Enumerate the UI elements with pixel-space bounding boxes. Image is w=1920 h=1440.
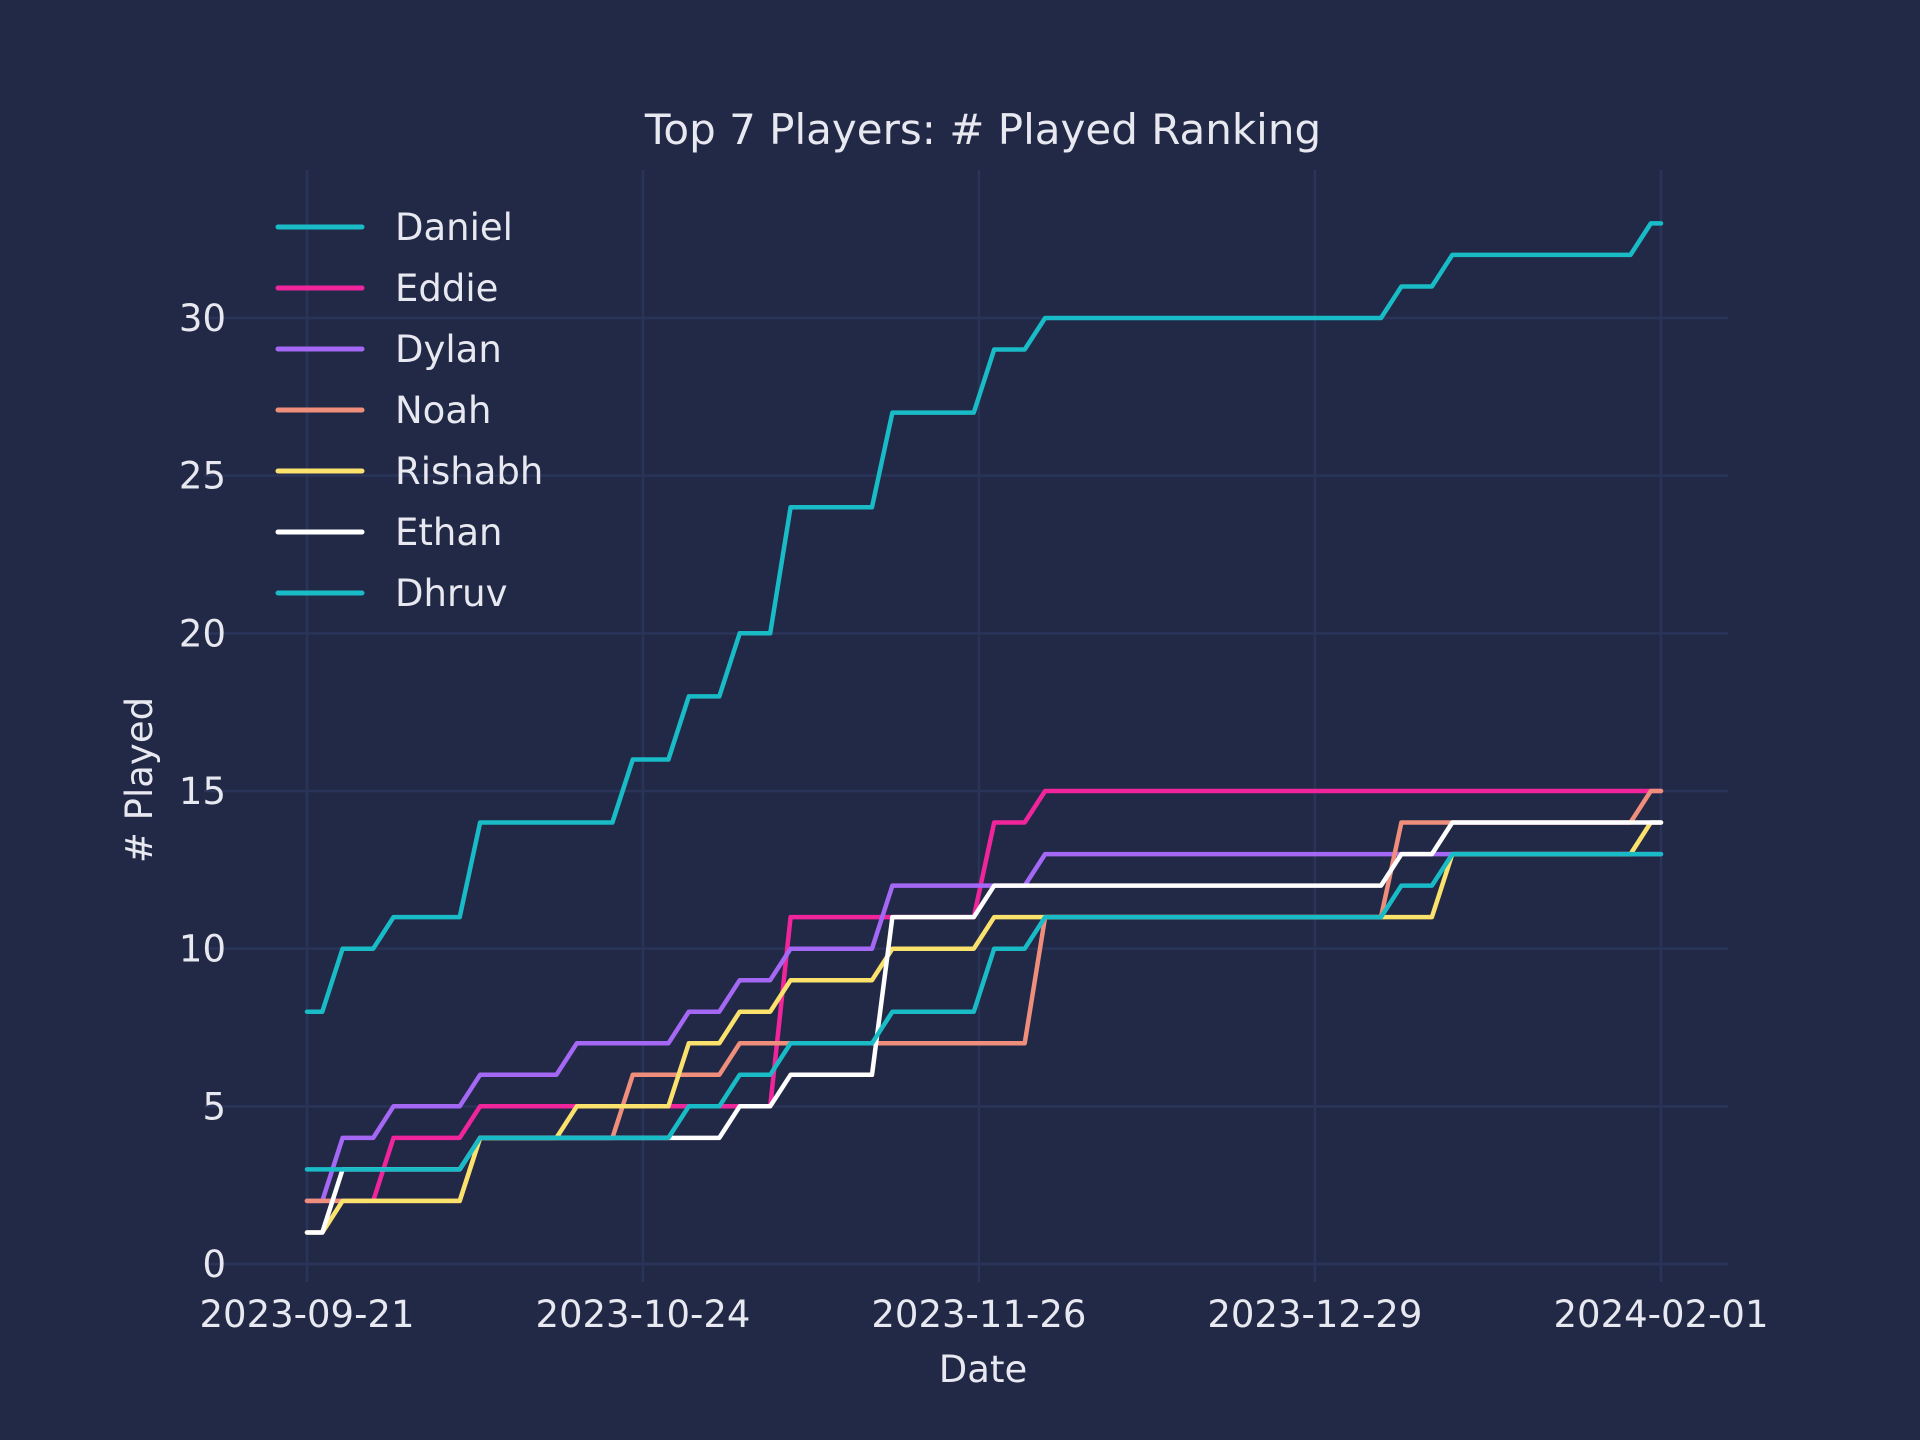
legend-label-rishabh: Rishabh xyxy=(395,450,543,493)
y-tick-label: 5 xyxy=(202,1085,226,1128)
y-tick-label: 10 xyxy=(179,928,226,971)
tick-labels: 0 5 10 15 20 25 30 2023-09-21 2023-10-24 2023-11-… xyxy=(179,297,1769,1336)
y-tick-label: 25 xyxy=(179,455,226,498)
chart-title: Top 7 Players: # Played Ranking xyxy=(644,105,1321,154)
y-axis-label: # Played xyxy=(118,697,161,863)
x-tick-label: 2023-10-24 xyxy=(535,1293,750,1336)
series-lines xyxy=(304,221,1664,1235)
legend: Daniel Eddie Dylan Noah Rishabh Ethan Dhruv xyxy=(275,206,543,615)
legend-label-dylan: Dylan xyxy=(395,328,502,371)
series-line-dhruv xyxy=(304,851,1664,1172)
legend-label-ethan: Ethan xyxy=(395,511,502,554)
series-line-daniel xyxy=(304,221,1664,1014)
legend-label-daniel: Daniel xyxy=(395,206,513,249)
y-tick-label: 0 xyxy=(202,1243,226,1286)
y-tick-label: 15 xyxy=(179,770,226,813)
x-tick-label: 2023-11-26 xyxy=(871,1293,1086,1336)
series-line-dylan xyxy=(304,851,1664,1204)
legend-label-noah: Noah xyxy=(395,389,491,432)
legend-label-eddie: Eddie xyxy=(395,267,498,310)
y-tick-label: 20 xyxy=(179,612,226,655)
x-tick-label: 2023-09-21 xyxy=(199,1293,414,1336)
x-tick-label: 2024-02-01 xyxy=(1553,1293,1768,1336)
x-tick-label: 2023-12-29 xyxy=(1207,1293,1422,1336)
y-tick-label: 30 xyxy=(179,297,226,340)
x-axis-label: Date xyxy=(939,1348,1027,1391)
legend-label-dhruv: Dhruv xyxy=(395,572,508,615)
